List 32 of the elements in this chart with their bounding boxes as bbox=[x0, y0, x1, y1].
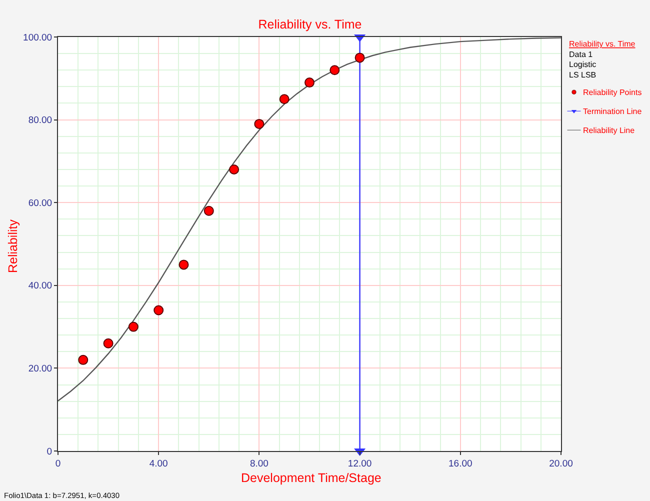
line-series bbox=[58, 37, 561, 402]
x-tick-label: 4.00 bbox=[149, 458, 168, 470]
x-tick-label: 8.00 bbox=[250, 458, 268, 470]
legend-label: Reliability Line bbox=[583, 126, 636, 136]
point bbox=[154, 305, 164, 316]
point bbox=[354, 52, 365, 63]
y-tick-label: 60.00 bbox=[28, 198, 52, 209]
x-axis-title: Development Time/Stage bbox=[241, 471, 382, 485]
x-tick-label: 20.00 bbox=[549, 458, 573, 470]
point bbox=[330, 65, 340, 76]
legend-label: Termination Line bbox=[583, 107, 642, 116]
point bbox=[178, 260, 189, 270]
y-tick-label: 0 bbox=[46, 446, 52, 458]
y-tick-label: 20.00 bbox=[28, 364, 52, 375]
point bbox=[304, 78, 314, 88]
y-tick-label: 40.00 bbox=[28, 280, 52, 292]
point bbox=[204, 206, 214, 216]
y-axis-title: Reliability bbox=[6, 218, 20, 273]
chart-title: Reliability vs. Time bbox=[258, 17, 362, 32]
legend-title: Reliability vs. Time Data 1 Logistic LS LSB bbox=[569, 39, 636, 80]
y-tick-label: 80.00 bbox=[28, 115, 52, 126]
point bbox=[78, 354, 88, 365]
point bbox=[229, 164, 240, 174]
x-tick-label: 16.00 bbox=[448, 458, 472, 470]
legend-label: Reliability Points bbox=[583, 88, 642, 98]
x-tick-label: 0 bbox=[55, 458, 61, 470]
point bbox=[128, 322, 138, 332]
x-tick-label: 12.00 bbox=[348, 458, 372, 470]
y-tick-label: 100.00 bbox=[23, 32, 52, 44]
point bbox=[279, 94, 290, 104]
point bbox=[254, 118, 264, 129]
point bbox=[103, 338, 114, 348]
